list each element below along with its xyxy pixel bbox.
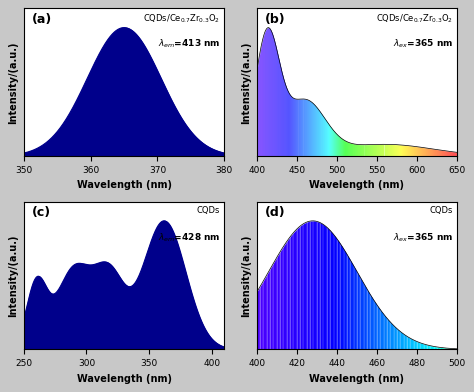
Text: $\lambda_{ex}$=365 nm: $\lambda_{ex}$=365 nm (393, 231, 453, 243)
X-axis label: Wavelength (nm): Wavelength (nm) (76, 374, 172, 384)
Y-axis label: Intensity/(a.u.): Intensity/(a.u.) (241, 41, 251, 123)
Text: $\lambda_{ex}$=365 nm: $\lambda_{ex}$=365 nm (393, 38, 453, 51)
Text: CQDs/Ce$_{0.7}$Zr$_{0.3}$O$_2$: CQDs/Ce$_{0.7}$Zr$_{0.3}$O$_2$ (143, 13, 220, 25)
Y-axis label: Intensity/(a.u.): Intensity/(a.u.) (241, 234, 251, 317)
Text: CQDs/Ce$_{0.7}$Zr$_{0.3}$O$_2$: CQDs/Ce$_{0.7}$Zr$_{0.3}$O$_2$ (376, 13, 453, 25)
X-axis label: Wavelength (nm): Wavelength (nm) (310, 374, 404, 384)
X-axis label: Wavelength (nm): Wavelength (nm) (76, 180, 172, 191)
Text: $\lambda_{em}$=428 nm: $\lambda_{em}$=428 nm (158, 231, 220, 243)
Text: (c): (c) (32, 206, 51, 219)
Text: $\lambda_{em}$=413 nm: $\lambda_{em}$=413 nm (158, 38, 220, 51)
Text: (a): (a) (32, 13, 52, 26)
Y-axis label: Intensity/(a.u.): Intensity/(a.u.) (9, 234, 18, 317)
Text: CQDs: CQDs (197, 206, 220, 215)
X-axis label: Wavelength (nm): Wavelength (nm) (310, 180, 404, 191)
Y-axis label: Intensity/(a.u.): Intensity/(a.u.) (9, 41, 18, 123)
Text: (b): (b) (265, 13, 285, 26)
Text: CQDs: CQDs (429, 206, 453, 215)
Text: (d): (d) (265, 206, 285, 219)
